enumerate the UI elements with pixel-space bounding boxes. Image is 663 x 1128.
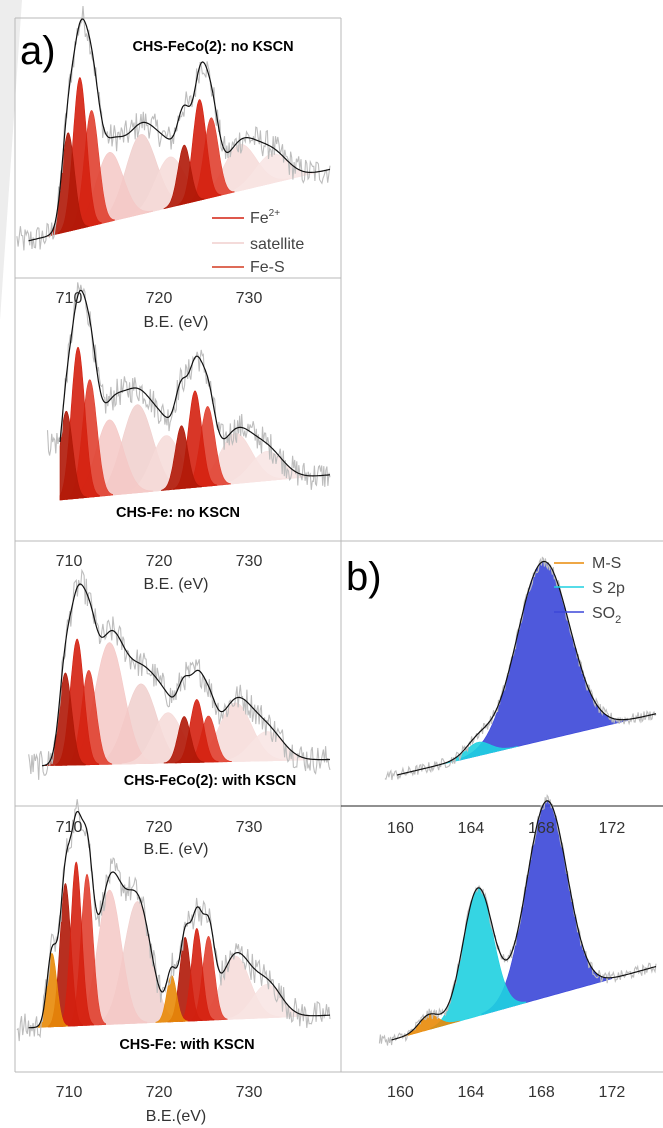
fit-envelope-a4 <box>28 810 330 1029</box>
peak-a4-fe2-7 <box>58 861 94 1027</box>
legend-label-ms: M-S <box>592 555 621 572</box>
x-axis-label-a3: B.E. (eV) <box>144 841 209 858</box>
tick-label-b2-160: 160 <box>387 1084 414 1101</box>
chart-title-a2: CHS-Fe: no KSCN <box>116 505 240 521</box>
tick-label-b1-164: 164 <box>458 820 485 837</box>
watermark-band <box>0 0 22 320</box>
tick-label-a2-730: 730 <box>236 553 263 570</box>
tick-label-b1-168: 168 <box>528 820 555 837</box>
fit-envelope-a3 <box>41 583 330 767</box>
legend-label-so2: SO2 <box>592 605 621 626</box>
tick-label-b2-172: 172 <box>599 1084 626 1101</box>
raw-spectrum-a3 <box>28 568 331 780</box>
x-axis-label-a2: B.E. (eV) <box>144 576 209 593</box>
plot-b1 <box>384 556 657 781</box>
plot-a4 <box>16 799 331 1042</box>
plot-b2 <box>378 794 657 1046</box>
legend-a: Fe2+ satellite Fe-S <box>212 208 304 276</box>
tick-label-a1-710: 710 <box>56 290 83 307</box>
chart-title-a4: CHS-Fe: with KSCN <box>119 1037 254 1053</box>
fit-envelope-b2 <box>391 800 657 1041</box>
panel-label-a: a) <box>20 29 56 73</box>
x-axis-label-a4: B.E.(eV) <box>146 1108 206 1125</box>
tick-label-a3-730: 730 <box>236 819 263 836</box>
tick-label-a3-720: 720 <box>146 819 173 836</box>
fit-envelope-a1 <box>28 18 331 242</box>
tick-label-b1-160: 160 <box>387 820 414 837</box>
tick-label-b2-168: 168 <box>528 1084 555 1101</box>
tick-label-a3-710: 710 <box>56 819 83 836</box>
plot-a2 <box>46 282 331 501</box>
peak-b2-s2p-1 <box>429 888 527 1030</box>
tick-label-a4-720: 720 <box>146 1084 173 1101</box>
peak-a4-fe2-9 <box>179 928 215 1022</box>
peak-a2-fes-9 <box>59 410 87 501</box>
legend-b: M-S S 2p SO2 <box>554 555 625 626</box>
peak-a4-ms-11 <box>155 975 188 1023</box>
tick-labels: 710 720 730 710 720 730 710 720 730 710 720 730 160 1… <box>56 290 626 1101</box>
raw-spectrum-a4 <box>16 799 331 1042</box>
tick-label-b2-164: 164 <box>458 1084 485 1101</box>
legend-label-fes: Fe-S <box>250 259 285 276</box>
plot-a3 <box>28 568 331 780</box>
x-axis-label-a1: B.E. (eV) <box>144 314 209 331</box>
chart-title-a1: CHS-FeCo(2): no KSCN <box>132 39 293 55</box>
tick-label-a4-710: 710 <box>56 1084 83 1101</box>
fit-envelope-b1 <box>396 560 657 776</box>
raw-spectrum-a1 <box>16 5 331 251</box>
peak-a3-fes-10 <box>163 716 205 764</box>
tick-label-a1-730: 730 <box>236 290 263 307</box>
tick-label-a4-730: 730 <box>236 1084 263 1101</box>
panel-frames <box>14 17 663 1073</box>
tick-label-a1-720: 720 <box>146 290 173 307</box>
chart-title-a3: CHS-FeCo(2): with KSCN <box>124 773 296 789</box>
peak-a1-fes-10 <box>163 144 205 210</box>
peak-a2-fes-10 <box>161 425 202 491</box>
tick-label-a2-710: 710 <box>56 553 83 570</box>
panel-label-b: b) <box>346 555 382 599</box>
legend-label-s2p: S 2p <box>592 580 625 597</box>
legend-label-satellite: satellite <box>250 236 304 253</box>
tick-label-b1-172: 172 <box>599 820 626 837</box>
legend-label-fe2: Fe2+ <box>250 208 280 227</box>
plots <box>16 5 657 1046</box>
tick-label-a2-720: 720 <box>146 553 173 570</box>
raw-spectrum-b1 <box>384 556 657 781</box>
fit-envelope-a2 <box>59 289 331 477</box>
plot-a1 <box>16 5 331 251</box>
